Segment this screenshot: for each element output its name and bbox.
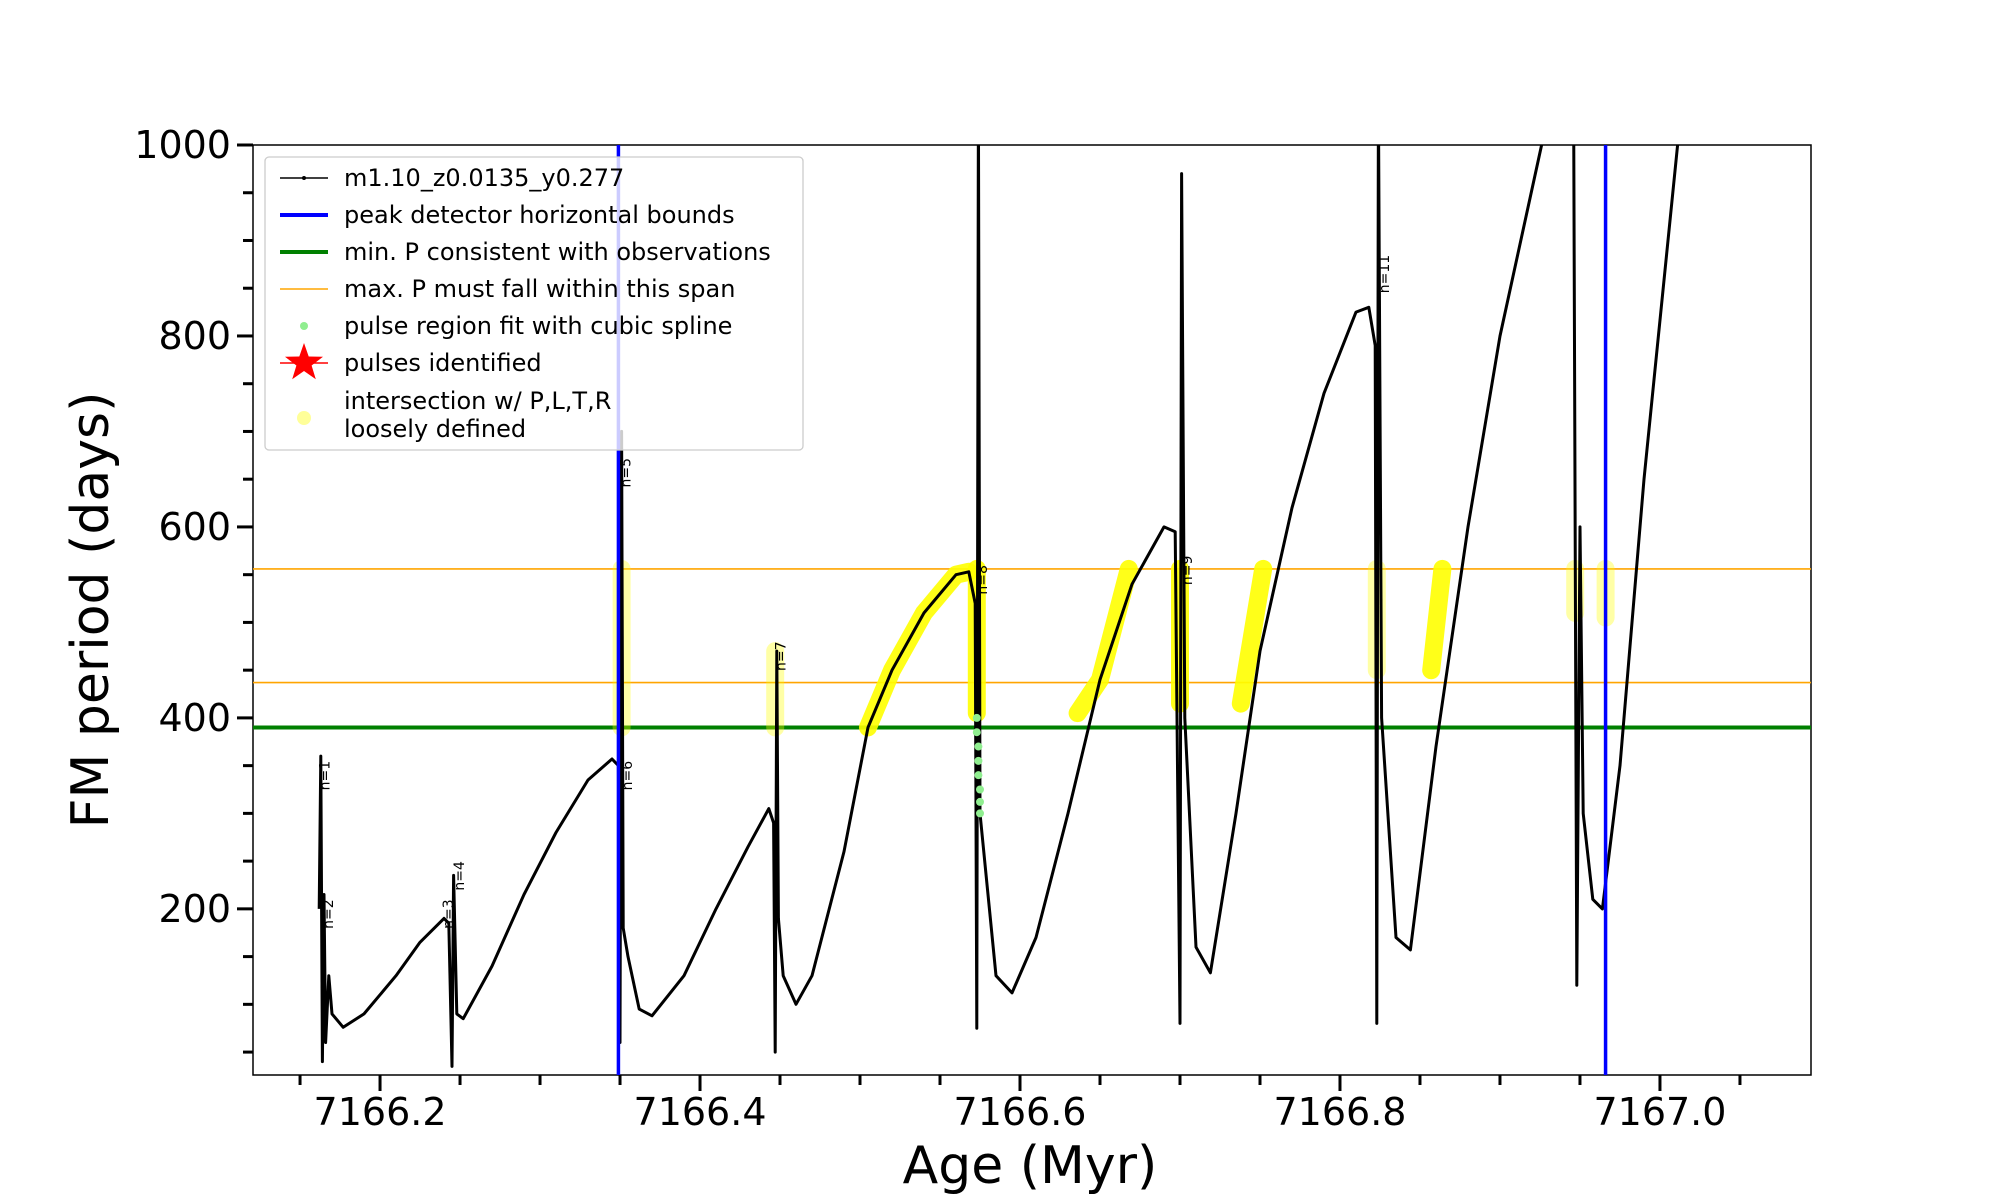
x-tick-label: 7167.0: [1593, 1090, 1726, 1134]
y-tick-label: 1000: [134, 123, 231, 167]
pulse-label: n=4: [452, 861, 468, 891]
pulse-label: n=9: [1180, 556, 1196, 586]
series-line: [317, 145, 1544, 1068]
pulse-label: n=1: [318, 761, 334, 791]
spline-point: [976, 785, 985, 794]
legend-dot-icon: [300, 322, 308, 330]
spline-point: [974, 771, 983, 780]
star-icon: [285, 343, 323, 380]
spline-point: [974, 756, 983, 765]
pulse-label: n=5: [618, 458, 634, 488]
pulse-label: n=3: [441, 899, 457, 929]
spline-point: [976, 809, 985, 818]
legend-label: pulse region fit with cubic spline: [344, 312, 732, 340]
spline-point: [974, 742, 983, 751]
y-tick-label: 400: [158, 696, 231, 740]
x-tick-label: 7166.2: [314, 1090, 447, 1134]
pulse-label: n=6: [620, 761, 636, 791]
pulse-label: n=11: [1377, 255, 1393, 293]
spline-point: [972, 713, 981, 722]
pulse-label: n=8: [975, 565, 991, 595]
legend-label: intersection w/ P,L,T,R: [344, 387, 611, 415]
y-tick-label: 800: [158, 314, 231, 358]
y-tick-label: 600: [158, 505, 231, 549]
y-axis-label: FM period (days): [61, 392, 121, 829]
pulse-label: n=7: [774, 642, 790, 672]
x-tick-label: 7166.4: [634, 1090, 767, 1134]
legend-label: max. P must fall within this span: [344, 275, 735, 303]
y-tick-label: 200: [158, 887, 231, 931]
spline-point: [972, 728, 981, 737]
x-tick-label: 7166.6: [954, 1090, 1087, 1134]
legend-label: pulses identified: [344, 349, 542, 377]
spline-point: [976, 797, 985, 806]
legend-label: loosely defined: [344, 415, 526, 443]
legend-label: min. P consistent with observations: [344, 238, 771, 266]
pulse-label: n=2: [321, 899, 337, 929]
series-line: [1572, 145, 1680, 987]
legend-dot-icon: [302, 176, 306, 180]
legend-label: peak detector horizontal bounds: [344, 201, 735, 229]
legend-circle-icon: [297, 411, 311, 425]
legend-label: m1.10_z0.0135_y0.277: [344, 164, 624, 192]
intersection-highlight: [1422, 559, 1452, 680]
x-tick-label: 7166.8: [1273, 1090, 1406, 1134]
intersection-highlight: [1231, 559, 1273, 713]
x-axis-label: Age (Myr): [903, 1136, 1158, 1196]
